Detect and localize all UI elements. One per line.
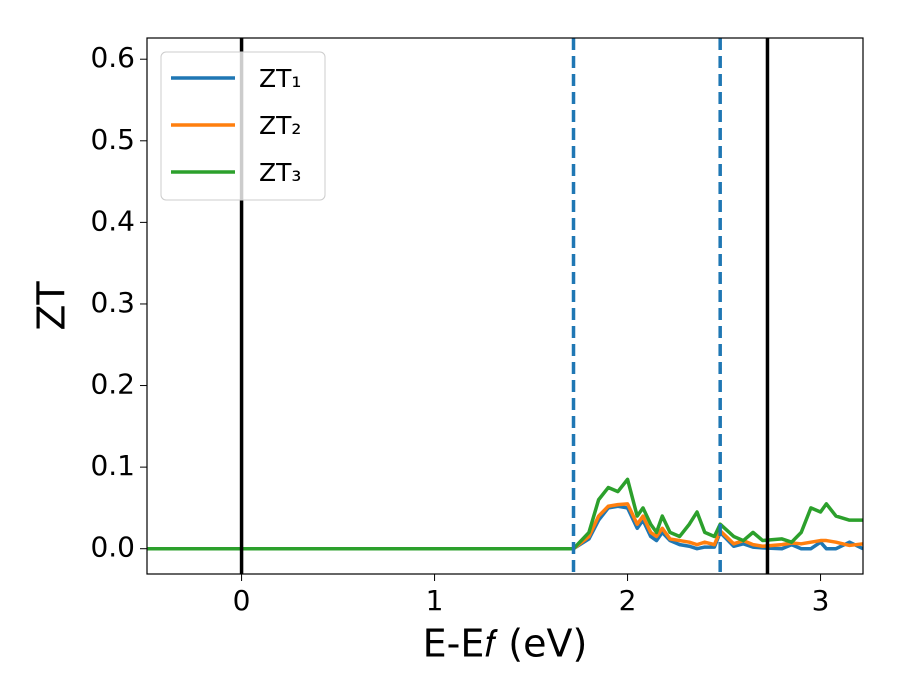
y-tick-label: 0.0 bbox=[90, 531, 135, 564]
y-axis-label: ZT bbox=[30, 281, 74, 331]
legend-label: ZT₁ bbox=[259, 64, 301, 93]
y-tick-label: 0.5 bbox=[90, 123, 135, 156]
x-tick-label: 1 bbox=[426, 584, 444, 617]
x-tick-label: 0 bbox=[233, 584, 251, 617]
y-tick-label: 0.4 bbox=[90, 204, 135, 237]
y-tick-label: 0.6 bbox=[90, 41, 135, 74]
y-tick-label: 0.2 bbox=[90, 368, 135, 401]
x-tick-label: 2 bbox=[619, 584, 637, 617]
legend-label: ZT₃ bbox=[259, 158, 301, 187]
axes-frame bbox=[146, 37, 864, 575]
legend-label: ZT₂ bbox=[259, 111, 301, 140]
y-tick-label: 0.1 bbox=[90, 449, 135, 482]
legend-box bbox=[160, 51, 326, 201]
plot-area bbox=[147, 477, 863, 551]
x-tick-label: 3 bbox=[812, 584, 830, 617]
line-series bbox=[147, 477, 863, 551]
x-axis-label: E-E𝑓 (eV) bbox=[423, 622, 588, 666]
y-tick-label: 0.3 bbox=[90, 286, 135, 319]
line-series bbox=[147, 502, 863, 551]
line-series bbox=[147, 504, 863, 551]
